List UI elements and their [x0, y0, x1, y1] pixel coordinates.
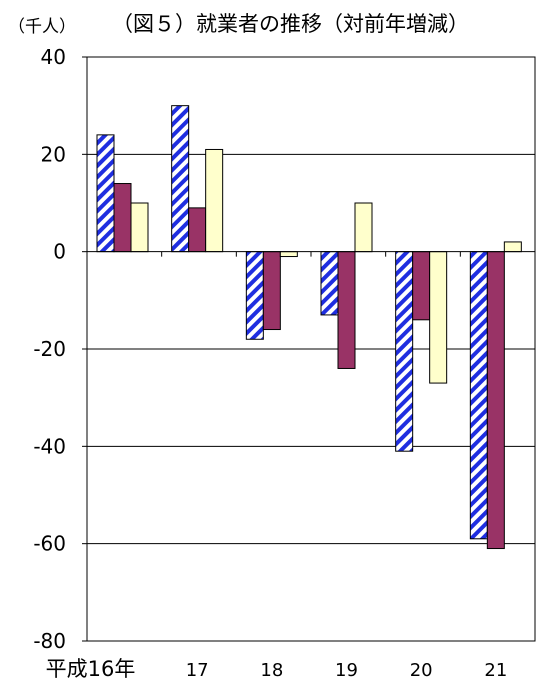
chart-title: （図５）就業者の推移（対前年増減） — [112, 12, 469, 36]
bar — [205, 148, 224, 253]
bar — [188, 207, 207, 253]
y-tick-label: -20 — [33, 337, 66, 361]
x-category-label: 17 — [186, 660, 209, 681]
bar — [395, 251, 414, 452]
bar — [486, 251, 505, 550]
bar — [245, 251, 264, 340]
bar — [503, 241, 522, 253]
bar — [130, 202, 149, 253]
bar — [469, 251, 488, 540]
bar — [354, 202, 373, 253]
y-tick-label: 40 — [41, 45, 66, 69]
bar — [262, 251, 281, 331]
y-tick-label: -80 — [33, 629, 66, 653]
y-tick-label: -40 — [33, 434, 66, 458]
y-tick-label: -60 — [33, 532, 66, 556]
bar — [113, 183, 132, 253]
x-category-label: 20 — [410, 660, 433, 681]
bar — [96, 134, 115, 253]
x-category-label: 平成16年 — [46, 657, 136, 681]
bar — [412, 251, 431, 321]
bar — [320, 251, 339, 316]
bar — [337, 251, 356, 369]
plot-frame — [86, 56, 536, 642]
y-tick-label: 0 — [53, 240, 66, 264]
x-category-label: 19 — [335, 660, 358, 681]
bar — [429, 251, 448, 384]
bar — [171, 105, 190, 253]
x-category-label: 18 — [260, 660, 283, 681]
y-axis-unit-label: （千人） — [8, 17, 76, 37]
bar — [279, 251, 298, 258]
x-category-label: 21 — [484, 660, 507, 681]
y-tick-label: 20 — [41, 142, 66, 166]
